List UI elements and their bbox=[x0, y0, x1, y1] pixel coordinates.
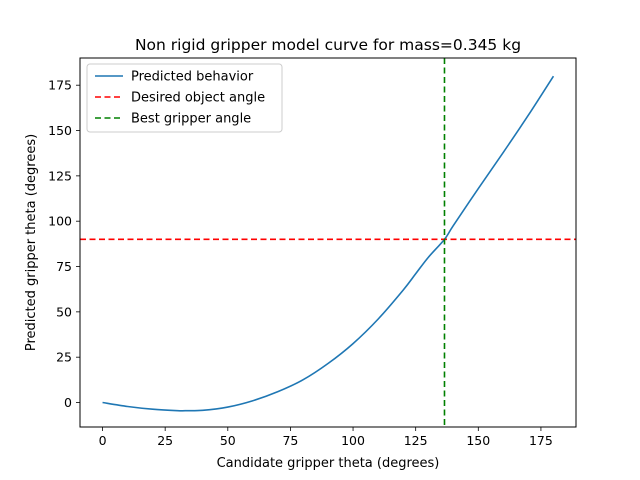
y-axis-ticks: 0 25 50 75 100 125 150 175 bbox=[48, 78, 80, 410]
y-axis-label: Predicted gripper theta (degrees) bbox=[24, 134, 39, 351]
y-tick-label: 175 bbox=[48, 78, 72, 93]
legend-box bbox=[86, 63, 283, 133]
legend-label-1: Desired object angle bbox=[131, 91, 265, 106]
x-tick-label: 125 bbox=[404, 433, 428, 448]
chart-title: Non rigid gripper model curve for mass=0… bbox=[135, 36, 521, 54]
y-tick-label: 125 bbox=[48, 168, 72, 183]
legend-label-0: Predicted behavior bbox=[131, 70, 254, 85]
plot-area bbox=[79, 57, 577, 428]
y-tick-label: 150 bbox=[48, 123, 72, 138]
legend-label-2: Best gripper angle bbox=[131, 112, 251, 127]
y-tick-label: 50 bbox=[56, 304, 72, 319]
y-tick-label: 100 bbox=[48, 214, 72, 229]
series-line-0 bbox=[102, 75, 555, 412]
x-axis-ticks: 0 25 50 75 100 125 150 175 bbox=[99, 427, 553, 448]
y-tick-label: 25 bbox=[56, 350, 72, 365]
y-tick-label: 75 bbox=[56, 259, 72, 274]
x-axis-label: Candidate gripper theta (degrees) bbox=[217, 456, 440, 471]
y-tick-label: 0 bbox=[64, 395, 72, 410]
x-tick-label: 25 bbox=[157, 433, 173, 448]
axes-frame bbox=[79, 57, 577, 428]
x-tick-label: 75 bbox=[282, 433, 298, 448]
x-tick-label: 50 bbox=[220, 433, 236, 448]
plot-lines bbox=[80, 58, 576, 427]
x-tick-label: 0 bbox=[99, 433, 107, 448]
x-tick-label: 100 bbox=[341, 433, 365, 448]
x-tick-label: 175 bbox=[529, 433, 553, 448]
legend: Predicted behavior Desired object angle Be… bbox=[86, 63, 283, 133]
x-tick-label: 150 bbox=[466, 433, 490, 448]
